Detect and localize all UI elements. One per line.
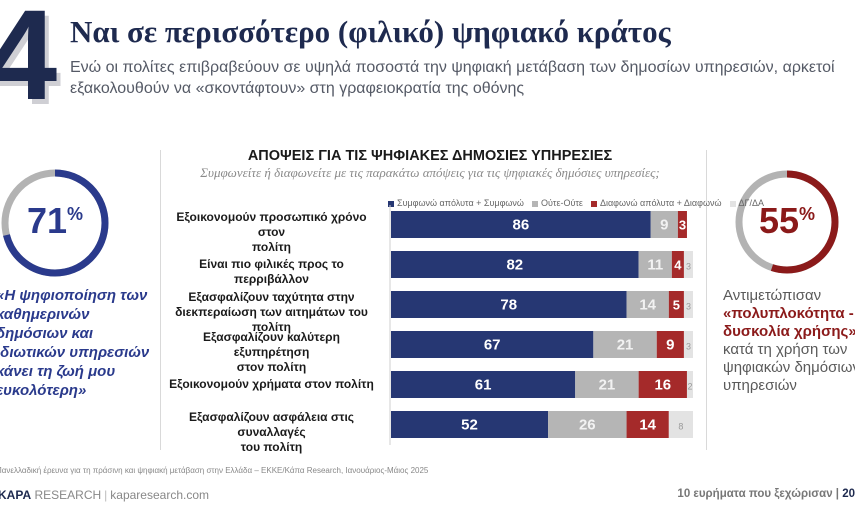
divider-left [160,150,161,450]
bar-value-label: 14 [639,417,656,434]
left-stat-value: 71% [26,200,84,241]
section-number: 4 [0,0,57,127]
legend-label: Ούτε-Ούτε [540,198,583,208]
bar-segment [638,371,687,398]
bar-value-label: 2 [687,382,692,392]
legend-swatch [388,200,394,207]
legend-label: Συμφωνώ απόλυτα + Συμφωνώ [397,198,524,208]
bar-value-label: 3 [686,342,691,352]
bar-value-label: 16 [654,377,671,394]
category-label: Εξασφαλίζουν καλύτερη εξυπηρέτηση στον πο… [164,330,379,375]
bar-value-label: 8 [678,422,683,432]
bar-segment [626,411,669,438]
bar-segment [686,371,693,398]
bar-segment [656,331,684,358]
bar-value-label: 14 [639,297,656,314]
bar-segment [683,331,693,358]
legend-swatch [729,200,736,207]
legend-item: Διαφωνώ απόλυτα + Διαφωνώ [590,198,722,208]
right-stat-caption: Αντιμετώπισαν «πολυπλοκότητα - δυσκολία … [723,287,855,394]
legend-item: ΔΓ/ΔΑ [729,198,764,208]
page-title: Ναι σε περισσότερο (φιλικό) ψηφιακό κράτ… [70,14,671,49]
bar-segment [638,251,672,278]
page-info: 10 ευρήματα που ξεχώρισαν | 20 [677,488,855,500]
bar-segment [391,411,549,438]
bar-segment [626,291,669,318]
bar-segment [668,291,684,318]
divider-right [706,150,707,450]
bar-value-label: 52 [461,417,478,434]
category-label-line: στον πολίτη [236,359,307,374]
category-label-line: του πολίτη [240,439,303,454]
bar-value-label: 21 [599,377,616,394]
bar-value-label: 67 [484,337,501,354]
bar-segment [671,251,684,278]
bar-segment [575,371,639,398]
category-label: Εξοικονομούν χρήματα στον πολίτη [164,377,379,392]
left-ring-progress [1,169,109,277]
bar-value-label: 3 [686,302,691,312]
bar-value-label: 61 [475,377,492,394]
bar-value-label: 3 [679,218,686,233]
bar-value-label: 82 [506,257,523,274]
stacked-bar-chart: 86 9 3 82 11 4 3 78 14 5 3 67 21 9 3 61 21 16 2 52 26 14 8 Εξοι… [160,205,700,454]
bar-value-label: 4 [674,258,682,273]
bar-segment [593,331,657,358]
category-label: Εξοικονομούν προσωπικό χρόνο στον πολίτη [164,210,379,255]
bar-segment [650,211,678,238]
legend-item: Συμφωνώ απόλυτα + Συμφωνώ [388,198,524,208]
category-label: Είναι πιο φιλικές προς το περριβάλλον [164,257,379,287]
category-label-line: Εξοικονομούν χρήματα στον πολίτη [169,377,374,391]
legend-item: Ούτε-Ούτε [531,198,583,208]
left-stat-caption: «Η ψηφιοποίηση των καθημερινών δημόσιων … [0,287,150,399]
bar-value-label: 21 [617,337,634,354]
bar-segment [668,411,693,438]
category-label-line: Εξασφαλίζουν ταχύτητα στην [188,289,355,304]
page-subtitle: Ενώ οι πολίτες επιβραβεύουν σε υψηλά ποσ… [70,59,835,97]
category-label-line: Είναι πιο φιλικές προς το περριβάλλον [199,257,344,286]
bar-segment [683,291,693,318]
category-label-line: Εξασφαλίζουν ασφάλεια στις συναλλαγές [188,409,355,439]
chart-legend: Συμφωνώ απόλυτα + Συμφωνώ Ούτε-Ούτε Διαφων… [388,198,772,208]
legend-swatch [531,200,538,207]
bar-value-label: 9 [660,217,668,234]
bars-svg: 86 9 382 11 4 378 14 5 367 21 9 361 21 16 252 26 14 8 [389,205,693,445]
right-stat-ring [735,170,839,274]
bar-segment [548,411,627,438]
bar-value-label: 78 [500,297,517,314]
bar-segment [391,251,639,278]
right-stat-value: 55% [758,200,816,241]
bar-value-label: 86 [513,217,530,234]
brand-url[interactable]: kaparesearch.com [110,488,209,502]
category-label: Εξασφαλίζουν ασφάλεια στις συναλλαγές του… [164,410,379,455]
left-stat-ring [1,169,109,277]
bar-value-label: 3 [686,262,691,272]
chart-title: ΑΠΟΨΕΙΣ ΓΙΑ ΤΙΣ ΨΗΦΙΑΚΕΣ ΔΗΜΟΣΙΕΣ ΥΠΗΡΕΣ… [247,148,613,164]
right-ring-progress [735,170,839,274]
category-label: Εξασφαλίζουν ταχύτητα στην διεκπεραίωση τ… [164,290,379,335]
bar-segment [391,211,651,238]
source-footnote: Πανελλαδική έρευνα για τη πράσινη και ψη… [0,466,429,475]
bar-value-label: 26 [579,417,596,434]
bar-segment [683,251,693,278]
legend-swatch [590,200,597,207]
category-label-line: πολίτη [252,239,291,254]
bar-segment [391,371,576,398]
legend-label: Διαφωνώ απόλυτα + Διαφωνώ [599,198,722,208]
category-label-line: Εξασφαλίζουν καλύτερη εξυπηρέτηση [203,329,340,359]
brand-logo: KAPA RESEARCH | kaparesearch.com [0,488,209,502]
bar-segment [391,331,594,358]
bar-value-label: 11 [647,257,663,274]
bar-value-label: 5 [673,298,680,313]
bar-value-label: 9 [666,337,674,354]
chart-subtitle: Συμφωνείτε ή διαφωνείτε με τις παρακάτω … [200,165,660,180]
bar-segment [391,291,627,318]
bar-segment [677,211,687,238]
category-label-line: διεκπεραίωση των αιτημάτων του πολίτη [175,304,368,334]
category-label-line: Εξοικονομούν προσωπικό χρόνο στον [176,209,367,239]
legend-label: ΔΓ/ΔΑ [738,198,764,208]
